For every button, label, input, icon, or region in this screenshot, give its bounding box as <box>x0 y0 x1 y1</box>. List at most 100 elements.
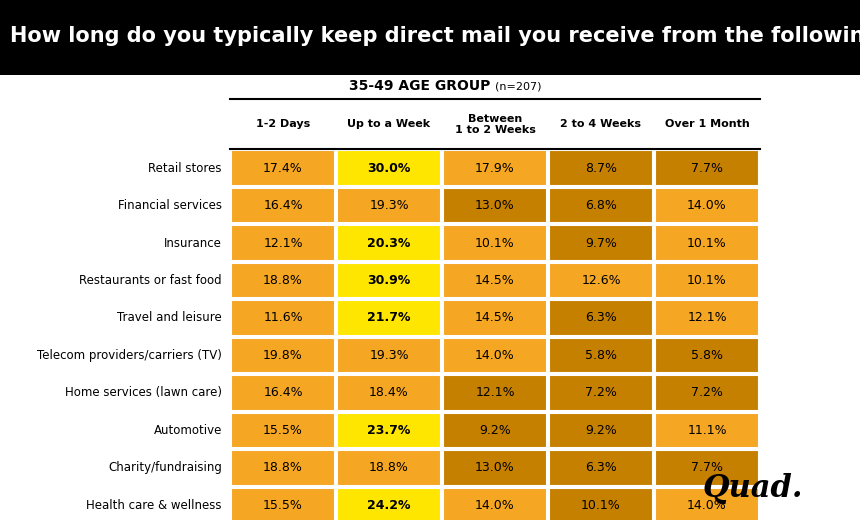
Text: 7.7%: 7.7% <box>691 461 723 474</box>
Bar <box>337 337 441 373</box>
Text: 18.4%: 18.4% <box>369 386 408 399</box>
Text: 9.2%: 9.2% <box>479 424 511 437</box>
Text: 1-2 Days: 1-2 Days <box>256 120 310 129</box>
Bar <box>337 488 441 520</box>
Text: 30.9%: 30.9% <box>367 274 410 287</box>
Text: 12.6%: 12.6% <box>581 274 621 287</box>
Bar <box>443 337 547 373</box>
Bar <box>549 225 653 261</box>
Text: 14.5%: 14.5% <box>475 311 515 324</box>
Bar <box>443 300 547 336</box>
Bar <box>337 300 441 336</box>
Text: 14.0%: 14.0% <box>687 499 727 512</box>
Text: 15.5%: 15.5% <box>263 424 303 437</box>
Bar <box>443 225 547 261</box>
Bar <box>231 225 335 261</box>
Bar <box>655 150 759 186</box>
Bar <box>231 450 335 486</box>
Bar <box>443 188 547 223</box>
Text: Financial services: Financial services <box>118 199 222 212</box>
Text: Insurance: Insurance <box>164 237 222 250</box>
Bar <box>549 337 653 373</box>
Bar <box>337 150 441 186</box>
Text: Health care & wellness: Health care & wellness <box>87 499 222 512</box>
Text: 20.3%: 20.3% <box>367 237 411 250</box>
Bar <box>549 450 653 486</box>
Text: 11.1%: 11.1% <box>687 424 727 437</box>
Bar <box>337 188 441 223</box>
Text: Charity/fundraising: Charity/fundraising <box>108 461 222 474</box>
Text: 19.3%: 19.3% <box>369 199 408 212</box>
Bar <box>443 375 547 411</box>
Text: 7.2%: 7.2% <box>691 386 723 399</box>
Bar <box>443 413 547 448</box>
Bar <box>655 413 759 448</box>
Text: (n=207): (n=207) <box>495 82 542 92</box>
Bar <box>337 450 441 486</box>
Bar <box>655 263 759 298</box>
Bar <box>443 488 547 520</box>
Text: Telecom providers/carriers (TV): Telecom providers/carriers (TV) <box>37 349 222 362</box>
Text: 12.1%: 12.1% <box>687 311 727 324</box>
Text: 6.8%: 6.8% <box>585 199 617 212</box>
Text: 10.1%: 10.1% <box>687 237 727 250</box>
Text: 15.5%: 15.5% <box>263 499 303 512</box>
Bar <box>231 263 335 298</box>
Text: 10.1%: 10.1% <box>687 274 727 287</box>
Text: 13.0%: 13.0% <box>475 461 515 474</box>
Text: 16.4%: 16.4% <box>263 199 303 212</box>
Text: 8.7%: 8.7% <box>585 162 617 175</box>
Bar <box>337 263 441 298</box>
Text: 11.6%: 11.6% <box>263 311 303 324</box>
Text: 30.0%: 30.0% <box>367 162 411 175</box>
Text: 14.0%: 14.0% <box>475 499 515 512</box>
Text: 2 to 4 Weeks: 2 to 4 Weeks <box>561 120 642 129</box>
Text: 21.7%: 21.7% <box>367 311 411 324</box>
Text: 14.0%: 14.0% <box>687 199 727 212</box>
Text: 6.3%: 6.3% <box>585 461 617 474</box>
Text: Retail stores: Retail stores <box>149 162 222 175</box>
Bar <box>549 150 653 186</box>
Text: Between
1 to 2 Weeks: Between 1 to 2 Weeks <box>455 113 536 135</box>
Text: 5.8%: 5.8% <box>585 349 617 362</box>
Text: 18.8%: 18.8% <box>263 274 303 287</box>
Text: 24.2%: 24.2% <box>367 499 411 512</box>
Bar <box>337 413 441 448</box>
Text: 5.8%: 5.8% <box>691 349 723 362</box>
Bar <box>231 300 335 336</box>
Text: How long do you typically keep direct mail you receive from the following catego: How long do you typically keep direct ma… <box>10 26 860 46</box>
Text: 35-49 AGE GROUP: 35-49 AGE GROUP <box>349 80 495 94</box>
Bar <box>655 300 759 336</box>
Bar <box>443 263 547 298</box>
Bar <box>549 188 653 223</box>
Bar <box>231 337 335 373</box>
Text: 9.2%: 9.2% <box>585 424 617 437</box>
Bar <box>231 150 335 186</box>
Bar <box>549 375 653 411</box>
Text: Travel and leisure: Travel and leisure <box>117 311 222 324</box>
Bar <box>231 375 335 411</box>
Bar <box>655 225 759 261</box>
Text: Quad.: Quad. <box>703 473 802 504</box>
Text: Restaurants or fast food: Restaurants or fast food <box>79 274 222 287</box>
Text: Up to a Week: Up to a Week <box>347 120 431 129</box>
Text: 12.1%: 12.1% <box>476 386 515 399</box>
Text: 10.1%: 10.1% <box>581 499 621 512</box>
Text: 19.8%: 19.8% <box>263 349 303 362</box>
Bar <box>549 300 653 336</box>
Bar <box>655 375 759 411</box>
Text: 19.3%: 19.3% <box>369 349 408 362</box>
Text: 23.7%: 23.7% <box>367 424 411 437</box>
Text: 9.7%: 9.7% <box>585 237 617 250</box>
Text: 7.7%: 7.7% <box>691 162 723 175</box>
Bar <box>231 188 335 223</box>
Bar <box>337 225 441 261</box>
Bar <box>231 488 335 520</box>
Text: 13.0%: 13.0% <box>475 199 515 212</box>
Text: 12.1%: 12.1% <box>263 237 303 250</box>
Bar <box>655 337 759 373</box>
Text: Automotive: Automotive <box>154 424 222 437</box>
Bar <box>655 450 759 486</box>
Text: Home services (lawn care): Home services (lawn care) <box>65 386 222 399</box>
Text: 17.9%: 17.9% <box>475 162 515 175</box>
